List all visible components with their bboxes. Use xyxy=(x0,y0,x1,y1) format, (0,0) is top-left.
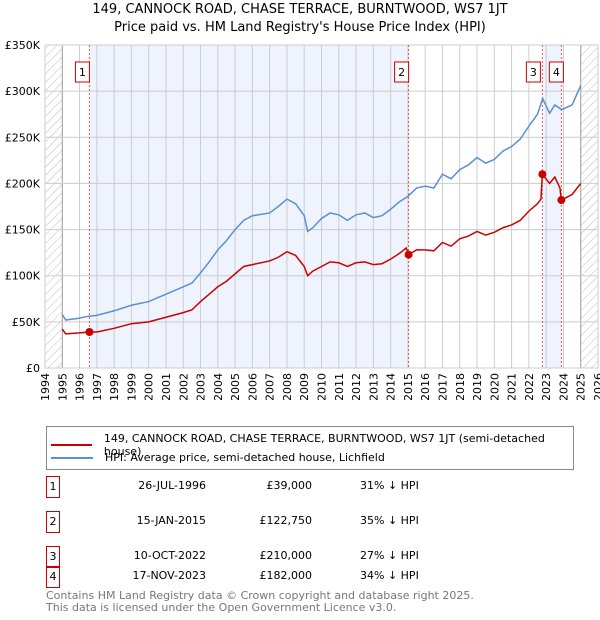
sale-label-box xyxy=(525,61,541,83)
property-price-line xyxy=(61,172,582,335)
x-tick-label: 2019 xyxy=(471,373,484,400)
legend-item-property: 149, CANNOCK ROAD, CHASE TERRACE, BURNTW… xyxy=(51,432,573,458)
y-tick-label: £100K xyxy=(5,270,41,283)
sale-label-number: 4 xyxy=(553,66,560,79)
x-tick-label: 2004 xyxy=(212,373,225,400)
sale-row: 3 10-OCT-2022 £210,000 27% ↓ HPI xyxy=(46,546,546,568)
hpi-line xyxy=(61,85,582,321)
x-tick-label: 2001 xyxy=(160,373,173,400)
footer: Contains HM Land Registry data © Crown c… xyxy=(46,590,474,614)
sale-price: £182,000 xyxy=(259,569,313,582)
x-tick-label: 2021 xyxy=(506,373,519,400)
footer-copyright: Contains HM Land Registry data © Crown c… xyxy=(46,589,474,602)
legend: 149, CANNOCK ROAD, CHASE TERRACE, BURNTW… xyxy=(46,426,574,470)
x-tick-label: 2006 xyxy=(246,373,259,400)
x-tick-label: 2003 xyxy=(195,373,208,400)
x-tick-label: 2007 xyxy=(264,373,277,400)
ownership-shade xyxy=(542,45,562,368)
title-line: 149, CANNOCK ROAD, CHASE TERRACE, BURNTW… xyxy=(92,2,508,17)
sale-row: 1 26-JUL-1996 £39,000 31% ↓ HPI xyxy=(46,476,546,498)
x-tick-label: 2018 xyxy=(454,373,467,400)
sale-price: £39,000 xyxy=(266,479,313,492)
y-tick-label: £250K xyxy=(5,131,41,144)
sale-label-number: 1 xyxy=(79,66,86,79)
sale-label-box xyxy=(394,61,410,83)
y-tick-label: £200K xyxy=(5,177,41,190)
sale-number: 1 xyxy=(46,476,60,498)
x-tick-label: 2010 xyxy=(316,373,329,400)
hatch-region-left xyxy=(45,45,63,368)
sale-point xyxy=(85,328,94,337)
hatch-region-right xyxy=(580,45,598,368)
sale-row: 2 15-JAN-2015 £122,750 35% ↓ HPI xyxy=(46,511,546,533)
sale-label-box xyxy=(548,61,564,83)
sale-date: 15-JAN-2015 xyxy=(136,514,206,527)
x-tick-label: 2017 xyxy=(436,373,449,400)
sale-price: £210,000 xyxy=(259,549,313,562)
legend-swatch-red xyxy=(51,444,92,446)
x-tick-label: 2025 xyxy=(575,373,588,400)
sale-point xyxy=(538,170,547,179)
legend-item-hpi: HPI: Average price, semi-detached house,… xyxy=(51,451,385,464)
subtitle-line: Price paid vs. HM Land Registry's House … xyxy=(114,20,486,35)
chart-title: 149, CANNOCK ROAD, CHASE TERRACE, BURNTW… xyxy=(0,1,600,37)
x-tick-label: 2011 xyxy=(333,373,346,400)
x-tick-label: 2020 xyxy=(488,373,501,400)
sale-hpi-diff: 31% ↓ HPI xyxy=(360,479,419,492)
footer-licence: This data is licensed under the Open Gov… xyxy=(46,601,397,614)
x-tick-label: 2026 xyxy=(592,373,600,400)
sale-date: 17-NOV-2023 xyxy=(132,569,206,582)
plot-border xyxy=(44,44,599,369)
sale-point xyxy=(404,250,413,259)
sale-point xyxy=(557,196,566,205)
sale-price: £122,750 xyxy=(259,514,313,527)
y-tick-label: £50K xyxy=(12,316,41,329)
x-tick-label: 1999 xyxy=(125,373,138,400)
sale-label-number: 3 xyxy=(530,66,537,79)
x-tick-label: 1996 xyxy=(74,373,87,400)
legend-swatch-blue xyxy=(51,456,93,459)
sale-hpi-diff: 35% ↓ HPI xyxy=(360,514,419,527)
y-tick-label: £300K xyxy=(5,85,41,98)
x-tick-label: 1995 xyxy=(56,373,69,400)
x-tick-label: 2013 xyxy=(367,373,380,400)
x-tick-label: 2024 xyxy=(557,373,570,400)
sale-hpi-diff: 27% ↓ HPI xyxy=(360,549,419,562)
x-tick-label: 2000 xyxy=(143,373,156,400)
x-tick-label: 1994 xyxy=(39,373,52,400)
legend-label: HPI: Average price, semi-detached house,… xyxy=(105,451,385,464)
x-tick-label: 2005 xyxy=(229,373,242,400)
x-tick-label: 2009 xyxy=(298,373,311,400)
y-tick-label: £150K xyxy=(5,224,41,237)
sale-hpi-diff: 34% ↓ HPI xyxy=(360,569,419,582)
sale-date: 26-JUL-1996 xyxy=(138,479,206,492)
x-tick-label: 1997 xyxy=(91,373,104,400)
x-tick-label: 2012 xyxy=(350,373,363,400)
sale-row: 4 17-NOV-2023 £182,000 34% ↓ HPI xyxy=(46,566,546,588)
chart-plot: 1994 1995 1996 1997 1998 1999 2000 2001 2002 2003… xyxy=(5,39,600,400)
legend-label: 149, CANNOCK ROAD, CHASE TERRACE, BURNTW… xyxy=(103,432,545,458)
sale-number: 2 xyxy=(46,511,60,533)
x-tick-label: 2015 xyxy=(402,373,415,400)
sale-number: 4 xyxy=(46,566,60,588)
sale-label-box xyxy=(74,61,90,83)
y-tick-label: £0 xyxy=(26,362,40,375)
x-tick-label: 2016 xyxy=(419,373,432,400)
x-tick-label: 2022 xyxy=(523,373,536,400)
y-tick-label: £350K xyxy=(5,39,41,52)
x-tick-label: 2008 xyxy=(281,373,294,400)
x-tick-label: 2014 xyxy=(385,373,398,400)
sale-date: 10-OCT-2022 xyxy=(133,549,206,562)
x-tick-label: 2002 xyxy=(177,373,190,400)
x-tick-label: 1998 xyxy=(108,373,121,400)
sale-number: 3 xyxy=(46,546,60,568)
x-tick-label: 2023 xyxy=(540,373,553,400)
sale-label-number: 2 xyxy=(398,66,405,79)
ownership-shade xyxy=(89,45,409,368)
